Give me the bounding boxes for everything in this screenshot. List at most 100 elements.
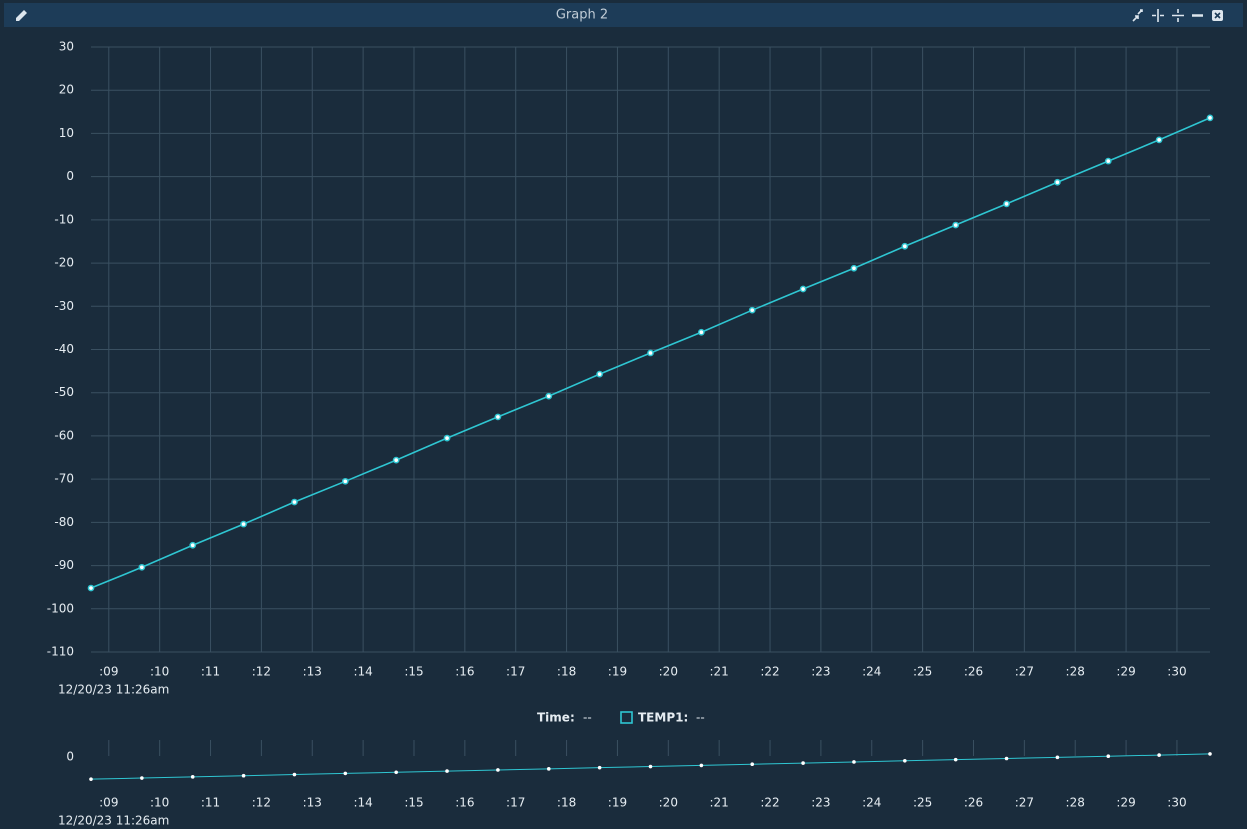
x-tick-label: :30 <box>1167 665 1186 679</box>
window-title: Graph 2 <box>556 8 608 23</box>
y-tick-label: 20 <box>59 83 74 97</box>
pencil-icon <box>16 10 27 21</box>
close-button[interactable] <box>1212 10 1223 21</box>
y-tick-label: -100 <box>47 601 74 615</box>
legend-time-label: Time: <box>537 711 575 725</box>
data-point <box>1104 157 1112 165</box>
x-tick-label: :26 <box>964 665 983 679</box>
x-tick-label: :22 <box>760 796 779 810</box>
edit-button[interactable] <box>16 10 27 21</box>
data-point <box>89 777 93 781</box>
x-tick-label: :12 <box>252 665 271 679</box>
data-point <box>597 765 602 770</box>
x-tick-label: :28 <box>1066 665 1085 679</box>
fit-vertical-button[interactable] <box>1172 9 1184 22</box>
x-tick-label: :19 <box>608 796 627 810</box>
data-point <box>443 434 451 442</box>
x-tick-label: :14 <box>353 796 372 810</box>
x-tick-label: :27 <box>1015 796 1034 810</box>
data-point <box>291 498 298 506</box>
shrink-button[interactable] <box>1132 9 1143 22</box>
data-point <box>190 775 195 779</box>
data-point <box>343 771 348 776</box>
x-tick-label: :24 <box>862 665 881 679</box>
data-point <box>698 328 705 336</box>
x-tick-label: :20 <box>659 665 678 679</box>
x-tick-label: :12 <box>252 796 271 810</box>
data-point <box>1157 753 1161 757</box>
x-tick-label: :27 <box>1015 665 1034 679</box>
x-tick-label: :21 <box>710 796 729 810</box>
data-point <box>140 776 144 780</box>
x-tick-label: :10 <box>150 665 169 679</box>
data-point <box>494 413 502 421</box>
x-tick-label: :20 <box>659 796 678 810</box>
data-point <box>1206 114 1214 122</box>
x-tick-label: :23 <box>811 665 830 679</box>
x-tick-label: :22 <box>760 665 779 679</box>
data-point <box>341 477 349 485</box>
y-tick-label: -50 <box>54 385 74 399</box>
data-point <box>596 370 603 378</box>
x-tick-label: :16 <box>455 796 474 810</box>
data-point <box>903 758 907 763</box>
data-point <box>1055 755 1060 760</box>
data-point <box>392 456 400 464</box>
legend-swatch[interactable] <box>620 711 633 724</box>
data-point <box>1208 752 1212 756</box>
y-tick-label: -70 <box>54 472 74 486</box>
fit-horizontal-button[interactable] <box>1152 9 1164 22</box>
data-point <box>801 761 805 765</box>
x-tick-label: :23 <box>811 796 830 810</box>
data-point <box>699 763 704 768</box>
x-tick-label: :13 <box>303 796 322 810</box>
y-tick-label: -30 <box>54 299 74 313</box>
legend-series-name[interactable]: TEMP1: <box>638 711 688 725</box>
x-tick-label: :13 <box>303 665 322 679</box>
x-tick-label: :17 <box>506 665 525 679</box>
x-tick-label: :18 <box>557 665 576 679</box>
data-point <box>1003 200 1010 208</box>
y-tick-label: -110 <box>47 645 74 659</box>
data-point <box>138 563 146 571</box>
data-point <box>850 264 858 272</box>
x-tick-label: :17 <box>506 796 525 810</box>
y-tick-label: 30 <box>59 40 74 54</box>
x-date-label: 12/20/23 11:26am <box>58 814 169 828</box>
data-point <box>546 767 551 771</box>
x-tick-label: :15 <box>404 796 423 810</box>
x-tick-label: :21 <box>710 665 729 679</box>
y-tick-label: 10 <box>59 126 74 140</box>
x-tick-label: :19 <box>608 665 627 679</box>
x-tick-label: :30 <box>1167 796 1186 810</box>
data-point <box>240 520 247 528</box>
data-point <box>1054 178 1061 186</box>
data-point <box>648 764 653 769</box>
y-tick-label: -10 <box>54 212 74 226</box>
data-point <box>799 285 807 293</box>
x-tick-label: :29 <box>1116 796 1135 810</box>
y-tick-label: 0 <box>66 169 74 183</box>
x-tick-label: :25 <box>913 665 932 679</box>
data-point <box>647 349 654 357</box>
data-point <box>852 760 856 764</box>
data-point <box>189 541 197 549</box>
data-point <box>1004 756 1009 761</box>
x-tick-label: :16 <box>455 665 474 679</box>
data-point <box>545 392 553 400</box>
data-point <box>901 242 909 250</box>
x-tick-label: :11 <box>201 796 220 810</box>
x-tick-label: :11 <box>201 665 220 679</box>
y-tick-label: -80 <box>54 515 74 529</box>
x-tick-label: :15 <box>404 665 423 679</box>
x-tick-label: :24 <box>862 796 881 810</box>
data-point <box>241 773 246 778</box>
y-tick-label: -90 <box>54 558 74 572</box>
x-tick-label: :25 <box>913 796 932 810</box>
data-point <box>953 757 958 762</box>
y-tick-label: 0 <box>66 750 74 764</box>
y-tick-label: -60 <box>54 428 74 442</box>
x-tick-label: :26 <box>964 796 983 810</box>
